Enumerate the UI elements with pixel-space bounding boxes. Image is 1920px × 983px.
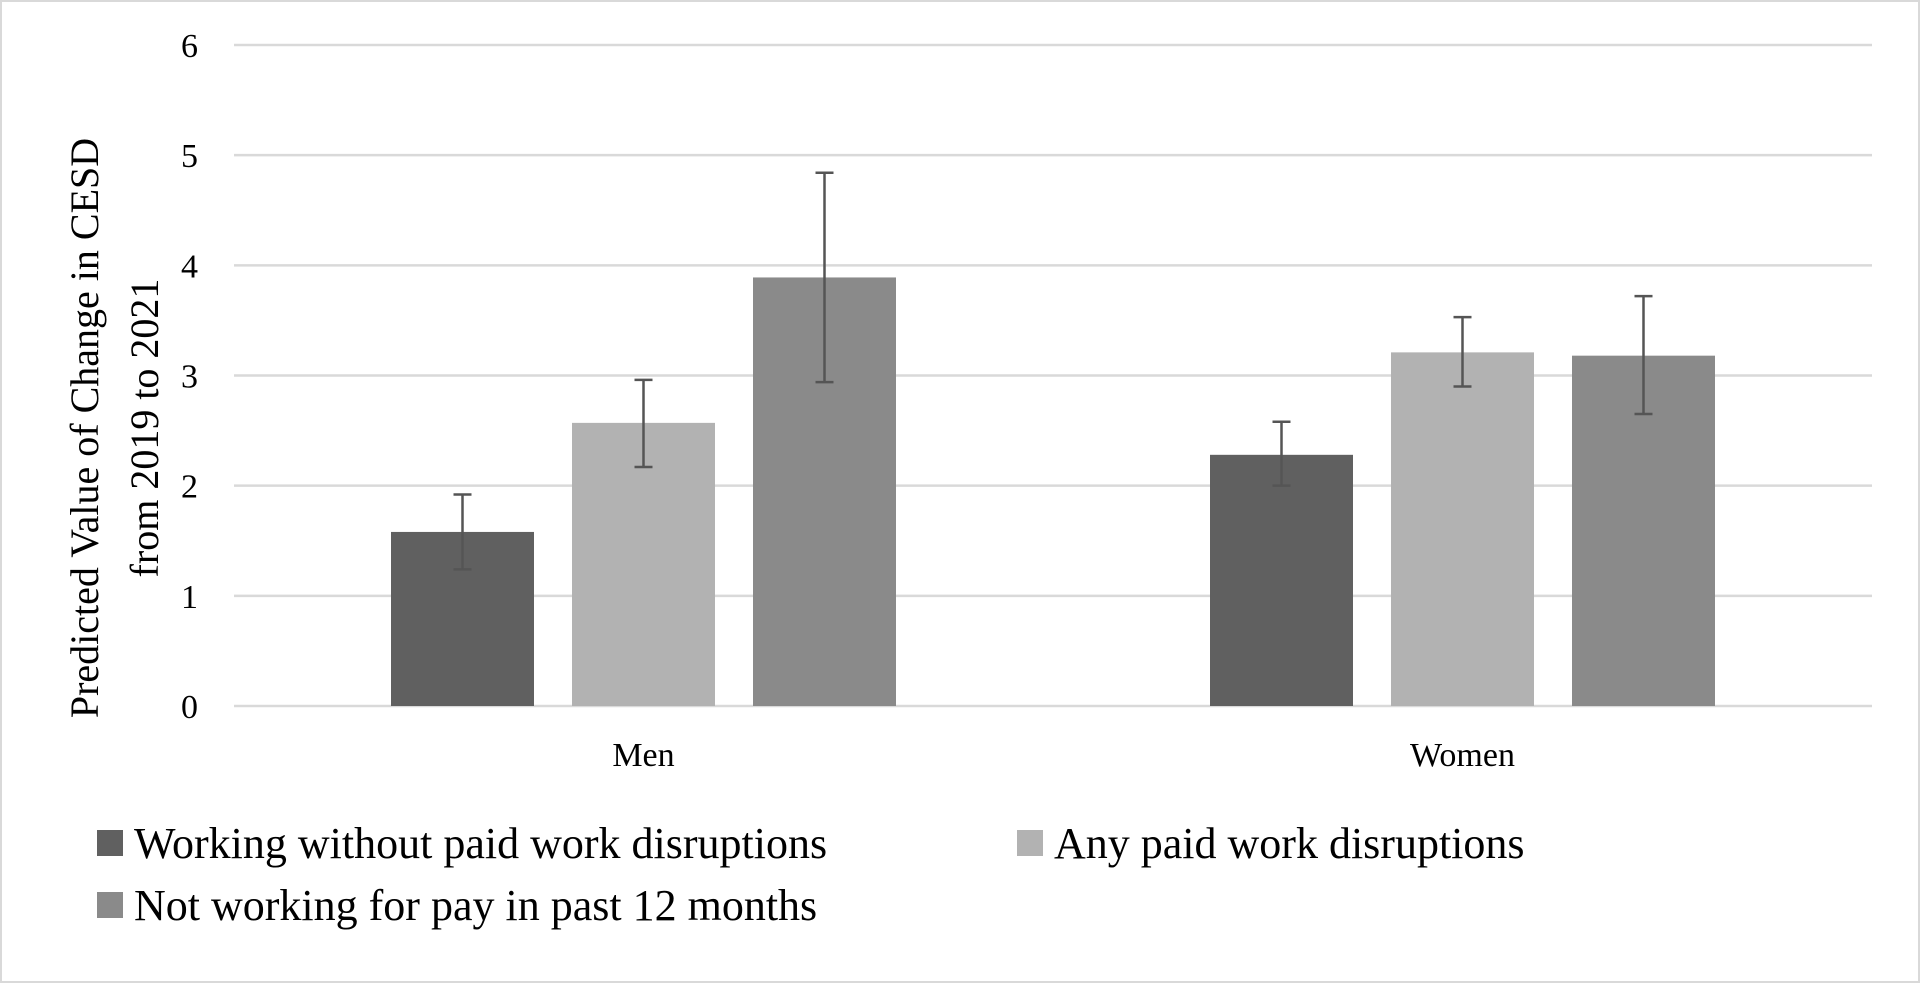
y-axis-label: Predicted Value of Change in CESD from 2… [62,138,167,718]
x-category-label: Women [1410,737,1515,774]
y-tick-label: 4 [181,248,198,285]
legend-swatch [1017,830,1043,856]
y-tick-label: 5 [181,138,198,175]
y-axis-label-line-2: from 2019 to 2021 [122,279,167,578]
y-tick-label: 1 [181,579,198,616]
bar [572,422,715,706]
legend-label: Any paid work disruptions [1054,819,1525,868]
y-axis-ticks: 0 1 2 3 4 5 6 [181,28,198,726]
x-axis-categories: Men Women [612,737,1515,774]
bars [391,277,1715,706]
y-tick-label: 2 [181,469,198,506]
legend: Working without paid work disruptions Any… [97,819,1525,930]
legend-swatch [97,830,123,856]
error-bars [453,171,1653,571]
legend-label: Not working for pay in past 12 months [134,881,817,930]
legend-label: Working without paid work disruptions [134,819,827,868]
y-tick-label: 6 [181,28,198,65]
y-axis-label-line-1: Predicted Value of Change in CESD [62,138,107,718]
bar [1210,454,1353,706]
x-category-label: Men [612,737,674,774]
legend-swatch [97,892,123,918]
bar [1391,352,1534,706]
y-tick-label: 3 [181,359,198,396]
y-tick-label: 0 [181,689,198,726]
